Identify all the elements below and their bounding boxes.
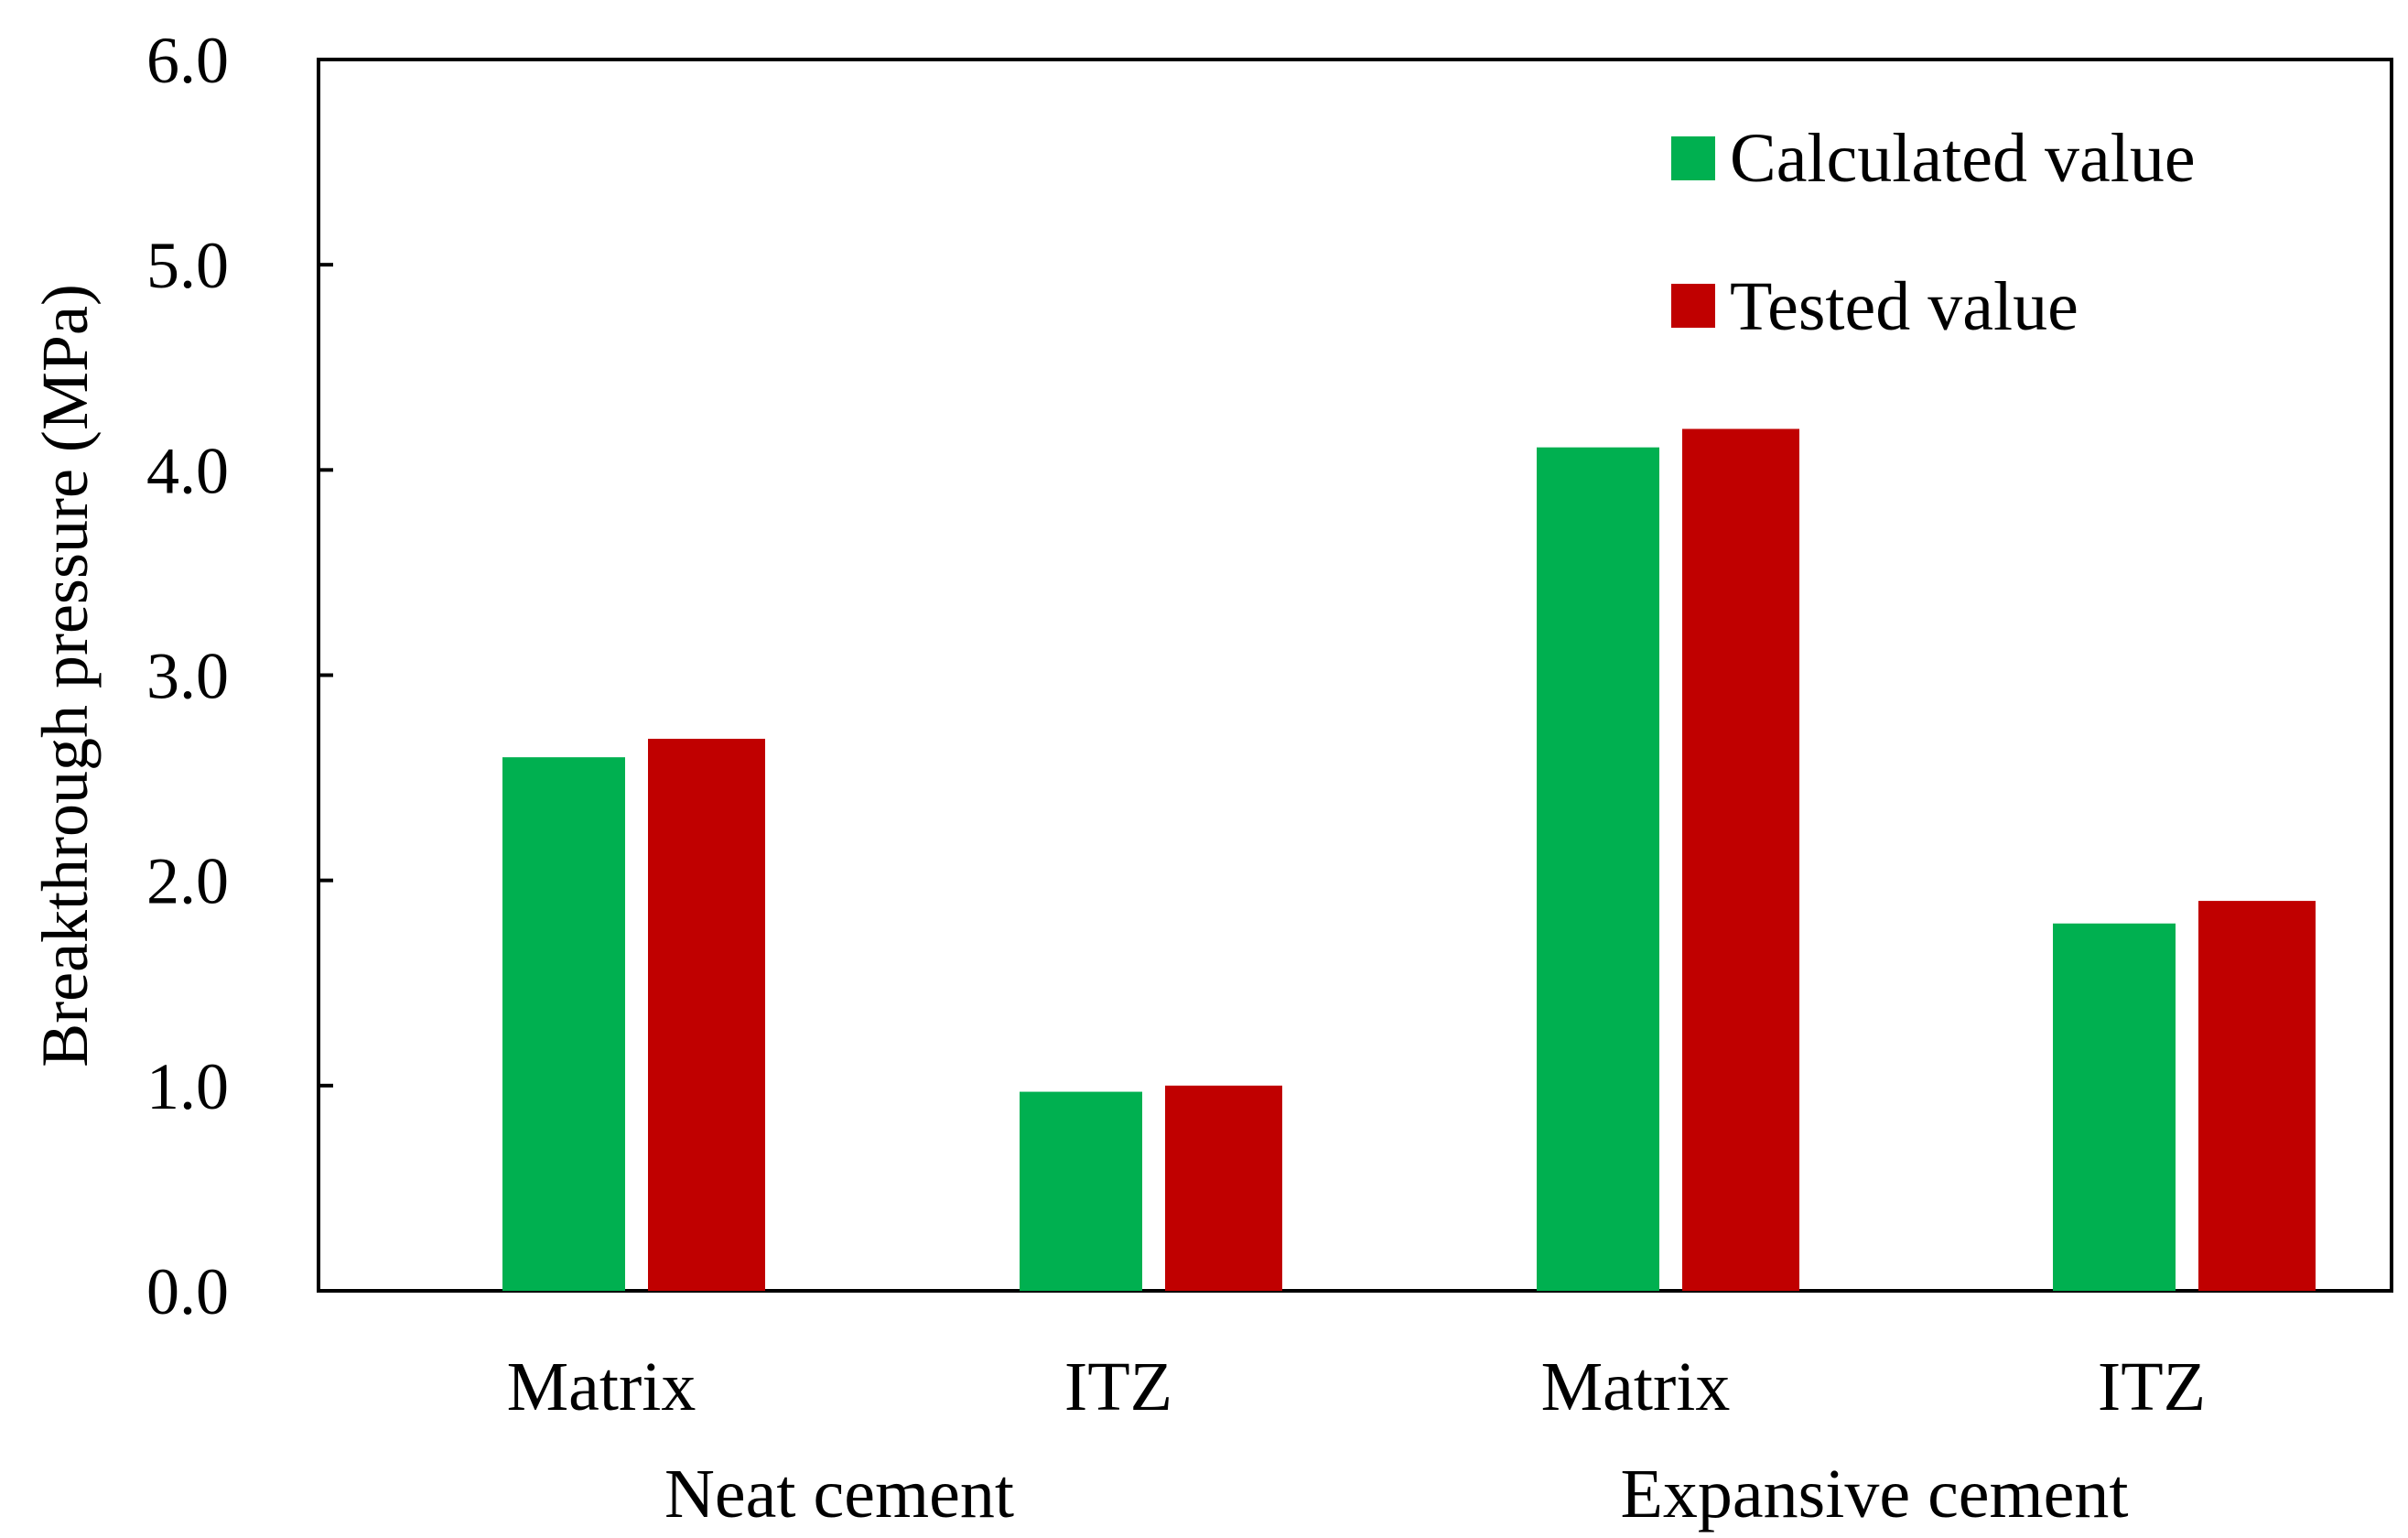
y-tick-label: 2.0 — [146, 845, 229, 918]
bar-calculated-1 — [1020, 1091, 1142, 1291]
legend-swatch-calculated — [1671, 136, 1715, 180]
x-group-label: Neat cement — [664, 1456, 1014, 1533]
y-axis-label: Breakthrough pressure (MPa) — [28, 284, 102, 1067]
x-axis-labels: Matrix ITZ Matrix ITZ Neat cement Expansive c… — [507, 1348, 2207, 1533]
bar-tested-0 — [648, 738, 765, 1291]
y-tick-label: 3.0 — [146, 640, 229, 713]
bar-calculated-3 — [2053, 923, 2176, 1291]
legend-label-tested: Tested value — [1730, 268, 2079, 345]
y-tick-label: 4.0 — [146, 434, 229, 507]
y-tick-label: 5.0 — [146, 229, 229, 302]
x-category-label: ITZ — [2098, 1348, 2206, 1425]
y-tick-label: 0.0 — [146, 1255, 229, 1328]
bar-calculated-2 — [1537, 447, 1659, 1291]
x-category-label: Matrix — [507, 1348, 696, 1425]
bars — [502, 428, 2316, 1291]
x-category-label: Matrix — [1541, 1348, 1731, 1425]
y-tick-label: 6.0 — [146, 24, 229, 97]
legend-label-calculated: Calculated value — [1730, 120, 2196, 197]
x-category-label: ITZ — [1064, 1348, 1172, 1425]
bar-calculated-0 — [502, 757, 625, 1291]
legend-swatch-tested — [1671, 284, 1715, 328]
y-tick-label: 1.0 — [146, 1050, 229, 1123]
bar-tested-1 — [1165, 1085, 1282, 1291]
legend: Calculated value Tested value — [1671, 120, 2196, 345]
y-axis-ticks: 0.0 1.0 2.0 3.0 4.0 5.0 6.0 — [146, 24, 333, 1328]
bar-tested-2 — [1682, 428, 1799, 1291]
bar-tested-3 — [2198, 901, 2316, 1291]
x-group-label: Expansive cement — [1620, 1456, 2128, 1533]
